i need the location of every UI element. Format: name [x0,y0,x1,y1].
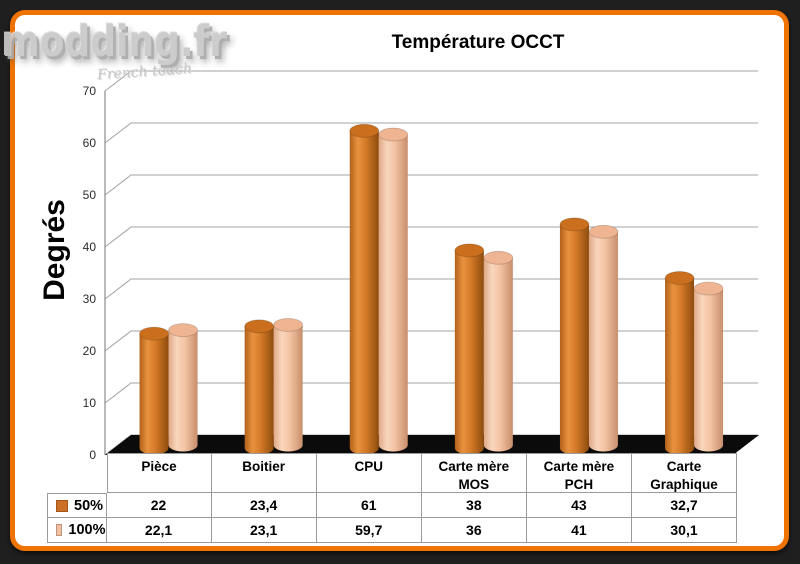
value-cell: 61 [316,493,422,518]
table-corner-spacer [47,453,107,493]
bar-50-6 [664,271,695,455]
gridline [104,174,758,196]
bar-100-5 [588,224,619,452]
bar-50-4 [454,243,485,455]
gridline [104,382,758,404]
y-tick-label: 10 [83,396,97,410]
y-tick-label: 60 [83,136,97,150]
value-cell: 23,1 [211,518,317,543]
legend-swatch-100% [56,524,63,536]
category-header: Carte mère MOS [421,453,527,493]
chart-title: Température OCCT [391,32,565,53]
y-tick-label: 40 [83,240,97,254]
bar-100-4 [483,250,514,452]
value-cell: 41 [526,518,632,543]
category-header: Pièce [106,453,212,493]
legend-cell: 100% [47,518,107,543]
gridline [104,226,758,248]
legend-cell: 50% [47,493,107,518]
legend-label: 100% [68,522,106,538]
gridline [104,70,758,92]
value-cell: 22 [106,493,212,518]
category-header: Boitier [211,453,317,493]
legend-label: 50% [74,497,104,514]
legend-swatch-50% [56,499,68,512]
category-header: Carte Graphique [631,453,738,493]
y-tick-label: 70 [83,84,97,98]
bar-100-2 [273,317,304,452]
bar-50-1 [139,326,169,455]
value-cell: 59,7 [316,518,422,543]
bar-100-3 [378,127,409,452]
chart-floor [105,435,759,455]
category-header: CPU [316,453,422,493]
y-tick-label: 50 [83,188,97,202]
value-cell: 36 [421,518,527,543]
y-axis-title: Degrés [38,199,71,301]
data-table: Pièce Boitier CPU Carte mère MOS Carte mère … [47,453,738,543]
gridline [104,330,758,352]
gridline [104,122,758,144]
bar-50-2 [244,319,275,455]
value-cell: 32,7 [631,493,738,518]
gridline [104,278,758,300]
value-cell: 23,4 [211,493,317,518]
bar-50-5 [559,217,590,455]
bar-50-3 [349,123,380,455]
y-tick-label: 20 [83,344,97,358]
y-tick-label: 30 [83,292,97,306]
value-cell: 43 [526,493,632,518]
y-tick-label: 0 [89,448,96,462]
value-cell: 30,1 [631,518,738,543]
bar-100-6 [693,281,724,452]
bar-100-1 [168,323,198,452]
value-cell: 22,1 [106,518,212,543]
value-cell: 38 [421,493,527,518]
category-header: Carte mère PCH [526,453,632,493]
